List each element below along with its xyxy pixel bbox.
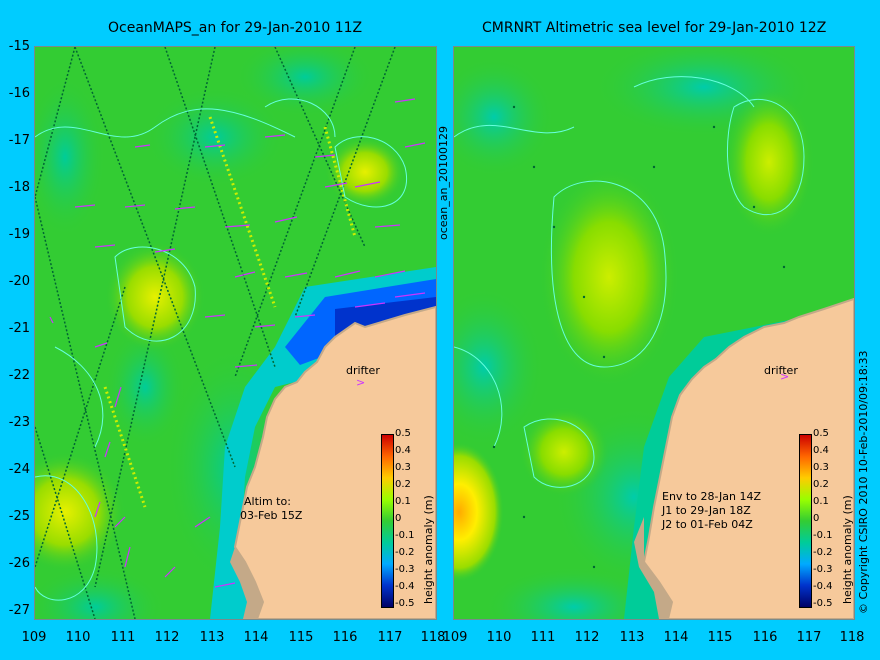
x-tick: 112 [154,630,180,645]
colorbar-tick: 0.3 [813,462,829,473]
current-vectors [49,98,426,588]
y-tick: -19 [8,227,30,242]
x-tick: 113 [619,630,645,645]
colorbar-tick: 0.4 [813,445,829,456]
y-tick: -25 [8,509,30,524]
low-anomaly-patch [35,77,105,237]
colorbar-tick: -0.2 [813,547,833,558]
colorbar-tick: 0.2 [395,479,411,490]
altim-note-line1: Altim to: [244,495,291,508]
altimeter-tracks-bright [103,116,357,508]
env-note-line2: J1 to 29-Jan 18Z [662,504,751,517]
x-tick: 110 [486,630,512,645]
high-anomaly-patch [454,442,504,582]
coast-shadow [230,547,263,619]
y-tick: -18 [8,180,30,195]
y-tick: -22 [8,368,30,383]
y-tick: -21 [8,321,30,336]
x-tick: 117 [377,630,403,645]
run-id-label: ocean_an_20100129 [437,126,450,240]
altim-note-line2: 03-Feb 15Z [240,509,303,522]
high-anomaly-patch [105,242,205,352]
coast-shadow [634,517,672,619]
altimeter-points [492,105,786,569]
x-tick: 112 [574,630,600,645]
right-colorbar [799,434,812,608]
x-tick: 115 [707,630,733,645]
colorbar-tick: -0.1 [395,530,415,541]
colorbar-tick: -0.5 [813,598,833,609]
right-drifter-marker: > [780,370,790,383]
x-tick: 117 [796,630,822,645]
high-anomaly-patch [724,87,814,237]
y-tick: -17 [8,133,30,148]
left-panel-title: OceanMAPS_an for 29-Jan-2010 11Z [108,20,363,36]
env-note-line3: J2 to 01-Feb 04Z [662,518,753,531]
x-tick: 109 [21,630,47,645]
y-tick: -20 [8,274,30,289]
x-tick: 114 [663,630,689,645]
left-drifter-label: drifter [346,364,380,377]
x-tick: 116 [332,630,358,645]
low-anomaly-patch [105,327,185,447]
colorbar-tick: -0.1 [813,530,833,541]
x-tick: 114 [243,630,269,645]
low-anomaly-patch [235,47,375,117]
right-panel-title: CMRNRT Altimetric sea level for 29-Jan-2… [482,20,827,36]
contour-lines [454,76,805,488]
env-note-line1: Env to 28-Jan 14Z [662,490,762,503]
x-tick: 118 [420,630,446,645]
y-tick: -15 [8,39,30,54]
low-anomaly-patch [145,87,285,187]
x-tick: 113 [199,630,225,645]
right-drifter-label: drifter [764,364,798,377]
colorbar-tick: 0.4 [395,445,411,456]
high-anomaly-patch [325,137,405,207]
left-map-panel [34,46,437,620]
altimeter-tracks [35,47,396,619]
colorbar-tick: 0.5 [395,428,411,439]
colorbar-tick: -0.4 [813,581,833,592]
left-colorbar-label: height anomaly (m) [422,495,435,604]
colorbar-tick: -0.5 [395,598,415,609]
coastal-shelf [624,307,854,619]
colorbar-tick: 0.1 [813,496,829,507]
colorbar-tick: -0.3 [813,564,833,575]
left-colorbar [381,434,394,608]
low-anomaly-patch [484,567,664,619]
x-tick: 115 [288,630,314,645]
left-drifter-marker: > [356,376,366,389]
x-tick: 110 [65,630,91,645]
colorbar-tick: 0 [813,513,820,524]
high-anomaly-patch [539,167,679,387]
colorbar-tick: -0.4 [395,581,415,592]
colorbar-tick: 0.3 [395,462,411,473]
colorbar-tick: 0.5 [813,428,829,439]
right-map-panel [453,46,855,620]
colorbar-tick: -0.3 [395,564,415,575]
y-tick: -26 [8,556,30,571]
x-tick: 109 [442,630,468,645]
y-tick: -16 [8,86,30,101]
colorbar-tick: 0 [395,513,402,524]
right-colorbar-label: height anomaly (m) [841,495,854,604]
y-tick: -24 [8,462,30,477]
left-map-graphic [35,47,436,619]
right-map-graphic [454,47,854,619]
x-tick: 118 [839,630,865,645]
y-tick: -27 [8,603,30,618]
y-tick: -23 [8,415,30,430]
colorbar-tick: 0.1 [395,496,411,507]
high-anomaly-patch [519,407,609,497]
colorbar-tick: -0.2 [395,547,415,558]
copyright-label: © Copyright CSIRO 2010 10-Feb-2010/09:18… [857,350,870,614]
colorbar-tick: 0.2 [813,479,829,490]
x-tick: 111 [530,630,556,645]
low-anomaly-patch [454,287,544,447]
x-tick: 116 [752,630,778,645]
contour-lines [35,98,408,601]
x-tick: 111 [110,630,136,645]
low-anomaly-patch [454,57,554,177]
